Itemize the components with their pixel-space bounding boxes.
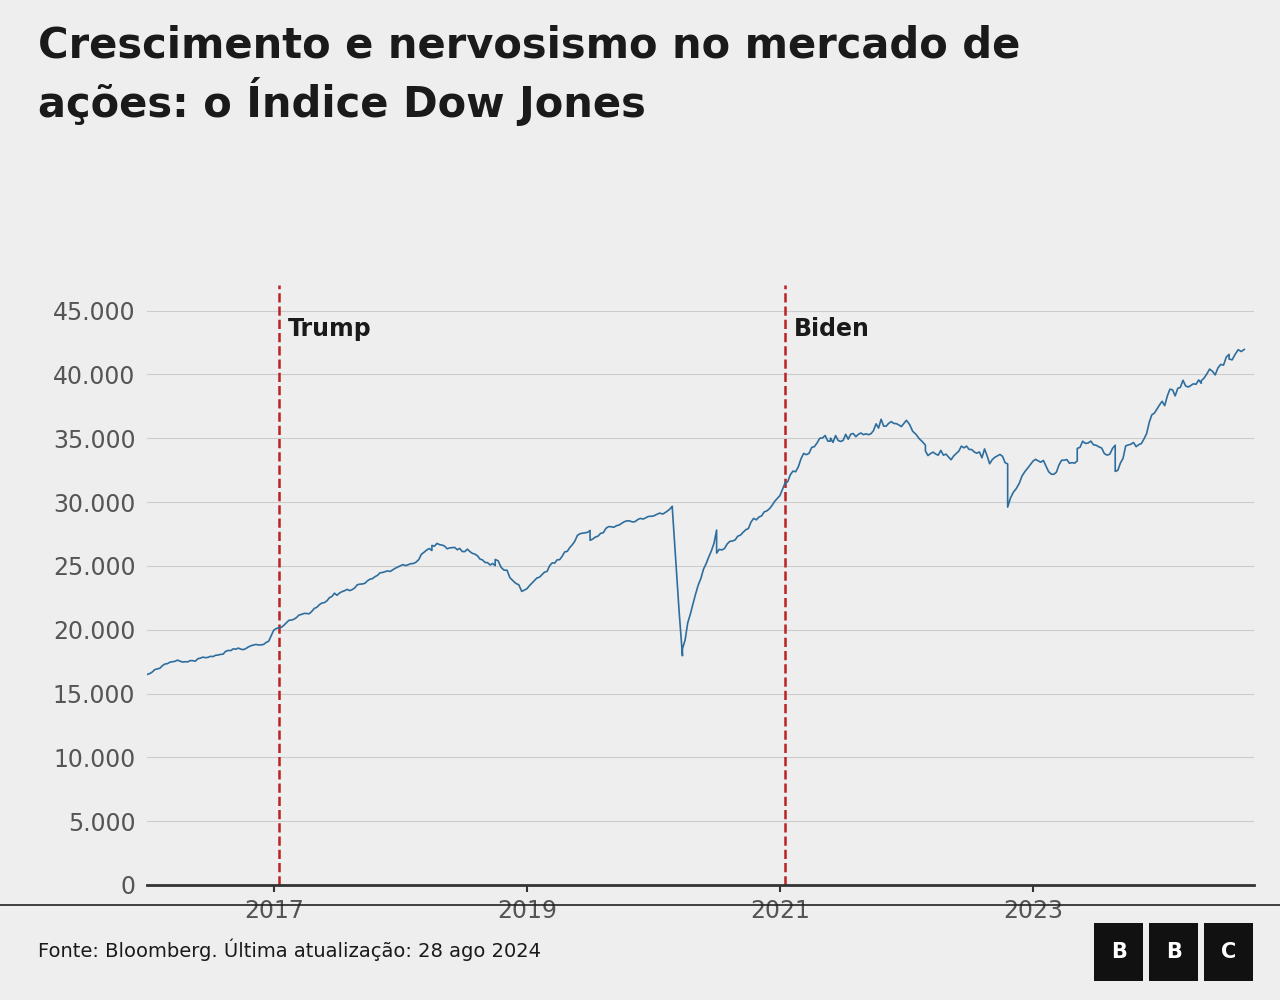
Text: B: B <box>1166 942 1181 962</box>
Text: Crescimento e nervosismo no mercado de
ações: o Índice Dow Jones: Crescimento e nervosismo no mercado de a… <box>38 25 1020 126</box>
Text: B: B <box>1111 942 1126 962</box>
Text: Trump: Trump <box>288 317 371 341</box>
Text: C: C <box>1221 942 1236 962</box>
Text: Biden: Biden <box>794 317 869 341</box>
Text: Fonte: Bloomberg. Última atualização: 28 ago 2024: Fonte: Bloomberg. Última atualização: 28… <box>38 939 541 961</box>
